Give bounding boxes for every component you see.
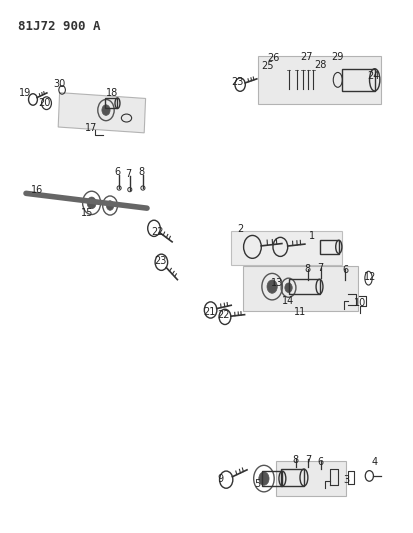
Text: 7: 7 (318, 263, 324, 272)
Text: 16: 16 (31, 185, 43, 195)
Text: 7: 7 (126, 169, 132, 179)
Text: 7: 7 (305, 455, 311, 465)
Text: 25: 25 (261, 61, 273, 71)
Text: 8: 8 (139, 167, 145, 177)
Text: 19: 19 (19, 87, 31, 98)
Polygon shape (58, 93, 146, 133)
Text: 4: 4 (372, 457, 378, 466)
Text: 21: 21 (204, 306, 216, 317)
Text: 27: 27 (300, 52, 313, 61)
Text: 22: 22 (151, 227, 164, 237)
Text: 29: 29 (331, 52, 343, 61)
Text: 17: 17 (85, 123, 97, 133)
Text: 10: 10 (354, 297, 366, 308)
Text: 5: 5 (255, 479, 261, 489)
Text: 6: 6 (114, 167, 120, 177)
Text: 15: 15 (81, 208, 94, 219)
Circle shape (267, 280, 277, 293)
Text: 14: 14 (282, 296, 294, 306)
Text: 8: 8 (304, 264, 310, 274)
Polygon shape (231, 231, 342, 265)
Text: 18: 18 (106, 87, 118, 98)
Text: 24: 24 (368, 70, 380, 80)
Polygon shape (258, 56, 381, 104)
Circle shape (102, 105, 110, 115)
Text: 23: 23 (231, 77, 243, 87)
Text: 20: 20 (39, 98, 51, 108)
Text: 22: 22 (218, 310, 230, 320)
Text: 8: 8 (292, 455, 298, 465)
Polygon shape (276, 462, 346, 496)
Text: 3: 3 (344, 475, 350, 484)
Text: 26: 26 (268, 53, 280, 63)
Text: 13: 13 (271, 278, 283, 288)
Text: 12: 12 (363, 272, 376, 282)
Text: 6: 6 (318, 457, 324, 466)
Polygon shape (243, 266, 358, 311)
Text: 2: 2 (237, 224, 243, 235)
Text: 11: 11 (294, 306, 306, 317)
Text: 1: 1 (309, 231, 316, 241)
Circle shape (107, 201, 114, 211)
Text: 81J72 900 A: 81J72 900 A (18, 20, 100, 33)
Circle shape (259, 472, 269, 485)
Text: 9: 9 (218, 474, 224, 483)
Text: 28: 28 (314, 60, 327, 70)
Text: 6: 6 (342, 265, 348, 274)
Text: 30: 30 (54, 79, 66, 89)
Text: 23: 23 (154, 256, 167, 266)
Circle shape (285, 283, 292, 293)
Circle shape (87, 197, 96, 209)
